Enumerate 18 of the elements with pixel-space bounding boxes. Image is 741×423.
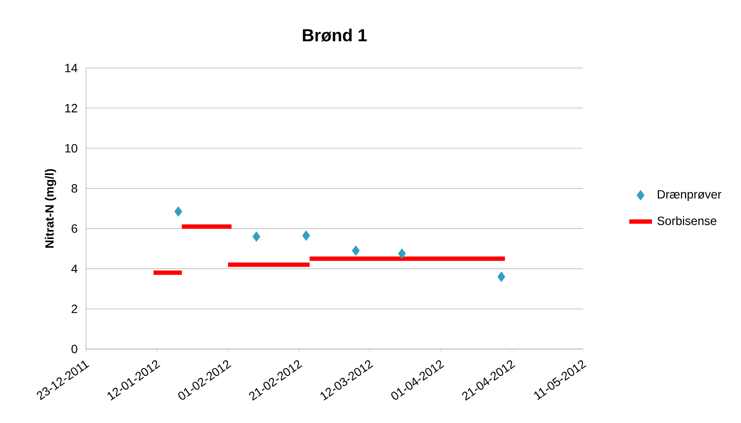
point bbox=[497, 272, 506, 282]
legend-label: Sorbisense bbox=[657, 216, 716, 226]
point bbox=[398, 248, 406, 259]
point bbox=[252, 232, 260, 242]
y-tick-label: 10 bbox=[65, 144, 78, 153]
y-tick-label: 12 bbox=[65, 104, 78, 112]
y-tick-label: 6 bbox=[72, 224, 78, 233]
y-tick-label: 4 bbox=[71, 264, 78, 273]
y-tick-label: 8 bbox=[72, 184, 78, 193]
y-tick-label: 2 bbox=[72, 304, 78, 314]
point bbox=[302, 230, 310, 241]
y-axis-title: Nitrat-N (mg/l) bbox=[44, 169, 56, 248]
y-tick-label: 0 bbox=[72, 344, 78, 354]
chart-title: Brønd 1 bbox=[302, 28, 367, 42]
legend-label: Drænprøver bbox=[658, 190, 722, 201]
y-tick-label: 14 bbox=[65, 64, 78, 72]
point bbox=[352, 246, 360, 256]
point bbox=[174, 206, 182, 217]
